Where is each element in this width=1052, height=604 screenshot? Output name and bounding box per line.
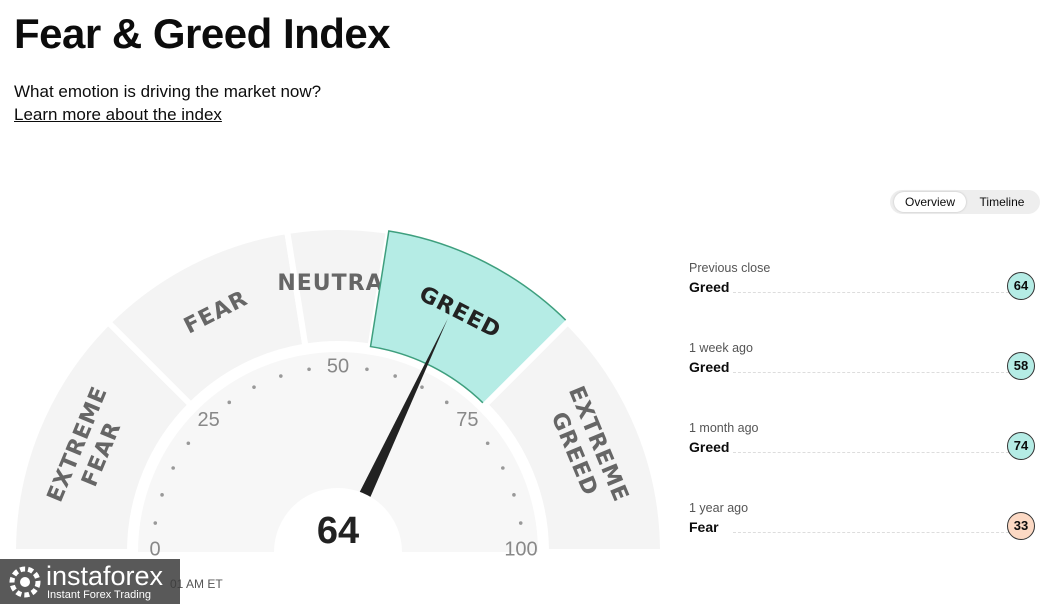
scale-label: 100 xyxy=(504,538,537,560)
scale-dot xyxy=(393,374,397,378)
history-row: 1 week ago Greed 58 xyxy=(689,341,1039,401)
scale-dot xyxy=(153,521,158,525)
scale-dot xyxy=(171,466,175,470)
history-rating: Greed xyxy=(689,279,730,295)
segment-label: NEUTRAL xyxy=(277,271,398,296)
scale-label: 0 xyxy=(149,538,160,560)
scale-dot xyxy=(485,441,490,446)
watermark-logo xyxy=(9,566,41,598)
scale-dot xyxy=(444,400,449,405)
scale-dot xyxy=(227,400,232,405)
title: Fear & Greed Index xyxy=(14,10,391,57)
needle xyxy=(358,318,448,501)
watermark-tagline: Instant Forex Trading xyxy=(47,589,151,601)
scale-dot xyxy=(501,466,505,470)
scale-label: 50 xyxy=(327,355,349,377)
scale-dot xyxy=(160,493,164,497)
history-period: 1 year ago xyxy=(689,501,749,515)
watermark-brand: instaforex xyxy=(46,561,164,591)
leader-line xyxy=(733,372,1009,373)
history-period: Previous close xyxy=(689,261,771,275)
leader-line xyxy=(733,532,1009,533)
scale-dot xyxy=(307,367,311,372)
scale-dot xyxy=(365,367,369,372)
history-value: 33 xyxy=(1007,512,1035,540)
scale-dot xyxy=(186,441,191,446)
history-row: Previous close Greed 64 xyxy=(689,261,1039,321)
history-rating: Greed xyxy=(689,359,730,375)
tab-overview[interactable]: Overview xyxy=(894,192,966,212)
scale-dot xyxy=(518,521,523,525)
center-disc xyxy=(274,488,402,604)
history-value: 64 xyxy=(1007,272,1035,300)
tab-timeline[interactable]: Timeline xyxy=(979,195,1025,209)
scale-dot xyxy=(279,374,283,378)
learn-more-link[interactable]: Learn more about the index xyxy=(14,105,222,124)
tab-switch: Overview Timeline xyxy=(890,190,1040,214)
scale-dot xyxy=(512,493,516,497)
gauge-segment xyxy=(480,317,667,555)
leader-line xyxy=(733,292,1009,293)
history-row: 1 year ago Fear 33 xyxy=(689,501,1039,561)
scale-label: 75 xyxy=(456,409,478,431)
subtitle: What emotion is driving the market now? xyxy=(14,82,322,101)
history-rating: Fear xyxy=(689,519,719,535)
history-value: 58 xyxy=(1007,352,1035,380)
watermark: instaforex Instant Forex Trading xyxy=(0,559,180,604)
gauge-value: 64 xyxy=(317,510,359,552)
scale-face xyxy=(138,352,538,552)
scale-label: 25 xyxy=(197,409,219,431)
history-rating: Greed xyxy=(689,439,730,455)
history-row: 1 month ago Greed 74 xyxy=(689,421,1039,481)
leader-line xyxy=(733,452,1009,453)
history-value: 74 xyxy=(1007,432,1035,460)
history-period: 1 month ago xyxy=(689,421,759,435)
segment-label-line: NEUTRAL xyxy=(277,271,398,296)
history-period: 1 week ago xyxy=(689,341,753,355)
scale-dot xyxy=(252,385,256,389)
scale-dot xyxy=(420,385,424,389)
last-updated: 01 AM ET xyxy=(170,577,223,591)
